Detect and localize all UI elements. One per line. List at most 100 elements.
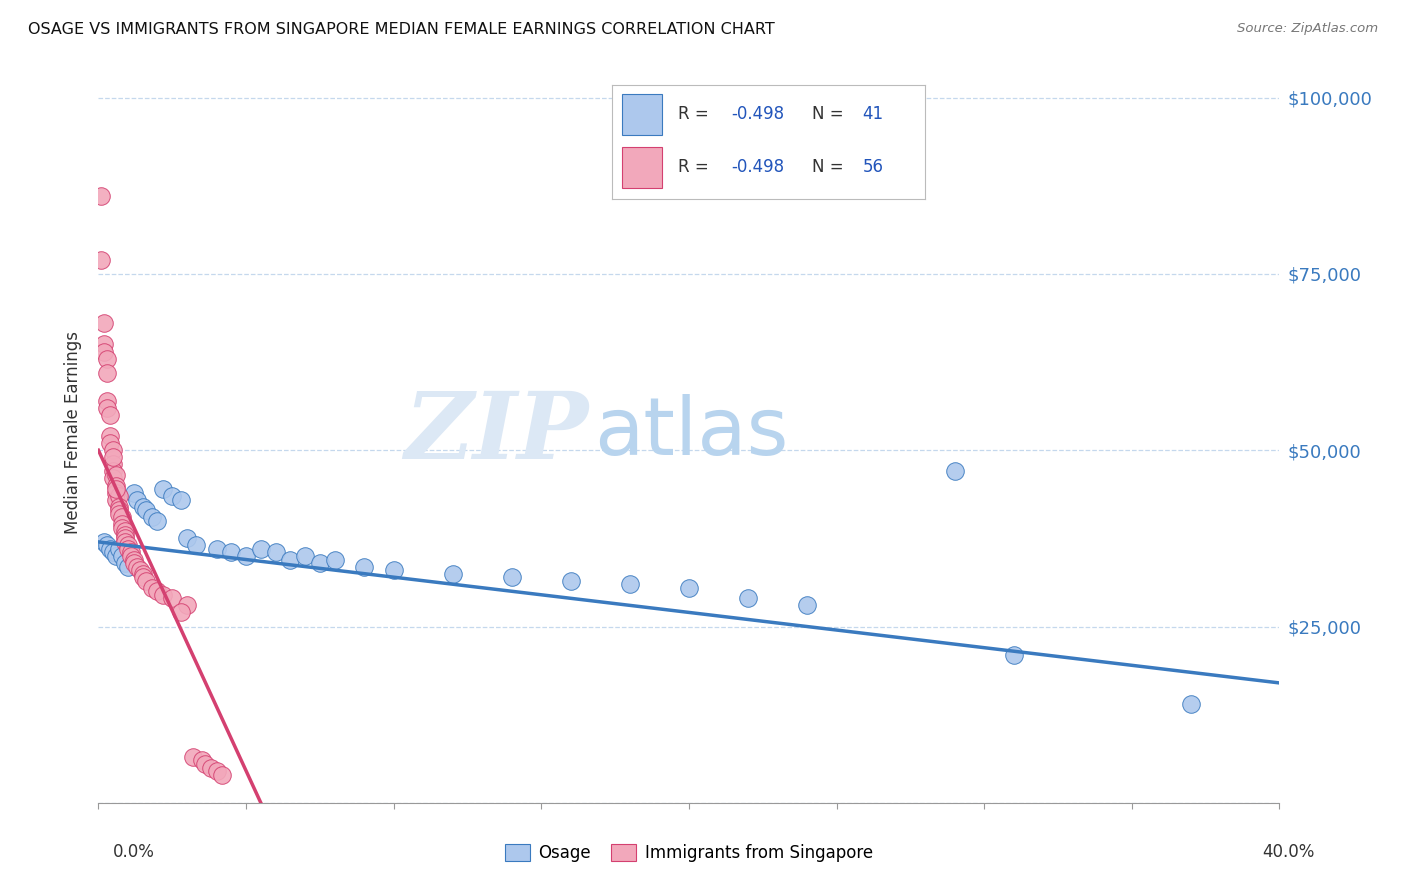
Point (132, 570, 155, 584)
Point (111, 549, 134, 563)
Point (111, 510, 134, 524)
Point (200, 760, 222, 774)
Point (235, 549, 257, 563)
Point (560, 574, 582, 588)
Text: 0.0%: 0.0% (112, 843, 155, 861)
Point (108, 500, 131, 514)
Point (96, 393, 118, 408)
Point (103, 443, 125, 458)
Point (93, 344, 115, 359)
Point (796, 599, 818, 613)
Point (1002, 648, 1025, 662)
Point (141, 581, 163, 595)
Point (135, 574, 157, 588)
Point (128, 563, 150, 577)
Point (122, 552, 145, 566)
Point (108, 489, 131, 503)
Point (194, 757, 217, 772)
Point (96, 366, 118, 380)
Point (93, 337, 115, 351)
Point (441, 566, 464, 581)
Point (221, 545, 243, 559)
Point (132, 566, 155, 581)
Point (162, 489, 183, 503)
Point (678, 581, 700, 595)
Point (152, 588, 174, 602)
Point (323, 552, 346, 566)
Point (96, 401, 118, 415)
Point (108, 503, 131, 517)
Point (309, 556, 332, 570)
Point (98, 429, 121, 443)
Point (98, 408, 121, 422)
Point (103, 450, 125, 465)
Point (114, 535, 136, 549)
Text: OSAGE VS IMMIGRANTS FROM SINGAPORE MEDIAN FEMALE EARNINGS CORRELATION CHART: OSAGE VS IMMIGRANTS FROM SINGAPORE MEDIA… (28, 22, 775, 37)
Point (111, 521, 134, 535)
Point (141, 510, 163, 524)
Point (111, 517, 134, 532)
Point (90, 252, 112, 267)
Point (737, 591, 759, 606)
Point (176, 599, 198, 613)
Point (105, 485, 128, 500)
Point (114, 556, 136, 570)
Point (125, 559, 148, 574)
Text: ZIP: ZIP (405, 388, 589, 477)
Y-axis label: Median Female Earnings: Median Female Earnings (65, 331, 83, 534)
Point (280, 552, 302, 566)
Point (501, 570, 523, 584)
Point (93, 316, 115, 330)
Point (146, 514, 169, 528)
Point (353, 559, 375, 574)
Point (105, 478, 128, 492)
Point (96, 351, 118, 366)
Point (114, 524, 136, 539)
Point (98, 541, 121, 556)
Point (103, 458, 125, 472)
Point (294, 549, 316, 563)
Point (135, 503, 157, 517)
Point (170, 606, 193, 620)
Point (382, 563, 405, 577)
Point (146, 584, 169, 599)
Point (619, 577, 641, 591)
Point (114, 532, 136, 546)
Text: Source: ZipAtlas.com: Source: ZipAtlas.com (1237, 22, 1378, 36)
Point (120, 549, 142, 563)
Point (103, 471, 125, 485)
Point (170, 492, 193, 507)
Point (90, 189, 112, 203)
Point (162, 591, 183, 606)
Point (108, 507, 131, 521)
Point (117, 559, 139, 574)
Text: atlas: atlas (595, 393, 789, 472)
Point (122, 556, 145, 570)
Point (122, 485, 145, 500)
Point (264, 545, 287, 559)
Point (105, 492, 128, 507)
Point (93, 535, 115, 549)
Point (108, 541, 131, 556)
Point (132, 500, 155, 514)
Point (114, 528, 136, 542)
Point (125, 492, 148, 507)
Point (250, 541, 273, 556)
Point (120, 545, 142, 559)
Text: 40.0%: 40.0% (1263, 843, 1315, 861)
Point (943, 464, 966, 478)
Point (98, 436, 121, 450)
Point (96, 538, 118, 552)
Point (205, 764, 228, 778)
Point (103, 545, 125, 559)
Point (181, 750, 204, 764)
Point (211, 767, 233, 781)
Point (105, 467, 128, 482)
Point (105, 482, 128, 496)
Point (105, 549, 128, 563)
Point (103, 464, 125, 478)
Point (176, 532, 198, 546)
Point (152, 482, 174, 496)
Point (191, 754, 214, 768)
Point (184, 538, 207, 552)
